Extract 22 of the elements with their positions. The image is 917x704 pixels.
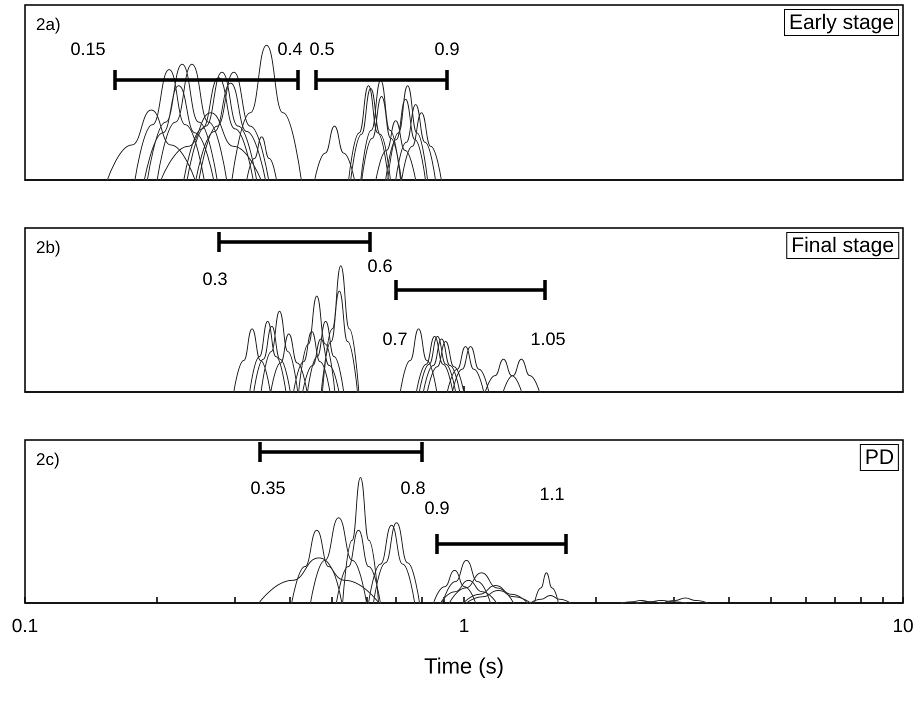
annotation: 0.7 <box>382 329 408 349</box>
annotation: 1.05 <box>530 329 566 349</box>
annotation: 0.8 <box>400 478 426 498</box>
annotation: 0.6 <box>367 256 393 276</box>
annotation: 0.35 <box>250 478 286 498</box>
annotation: 0.5 <box>309 39 335 59</box>
x-tick-label: 0.1 <box>12 616 38 637</box>
chart-title: 2a) <box>36 15 61 34</box>
chart-title: 2c) <box>36 450 60 469</box>
x-tick-label: 1 <box>458 616 470 637</box>
chart-subtitle: Early stage <box>788 11 894 34</box>
annotation: 0.4 <box>277 39 303 59</box>
chart-title: 2b) <box>36 238 61 257</box>
annotation: 0.15 <box>70 39 106 59</box>
annotation: 0.3 <box>202 269 228 289</box>
annotation: 1.1 <box>539 484 565 504</box>
annotation: 0.9 <box>424 498 450 518</box>
x-axis-title: Time (s) <box>424 654 504 678</box>
chart-subtitle: PD <box>864 446 894 469</box>
x-tick-label: 10 <box>892 616 914 637</box>
annotation: 0.9 <box>434 39 460 59</box>
chart-subtitle: Final stage <box>791 234 894 257</box>
